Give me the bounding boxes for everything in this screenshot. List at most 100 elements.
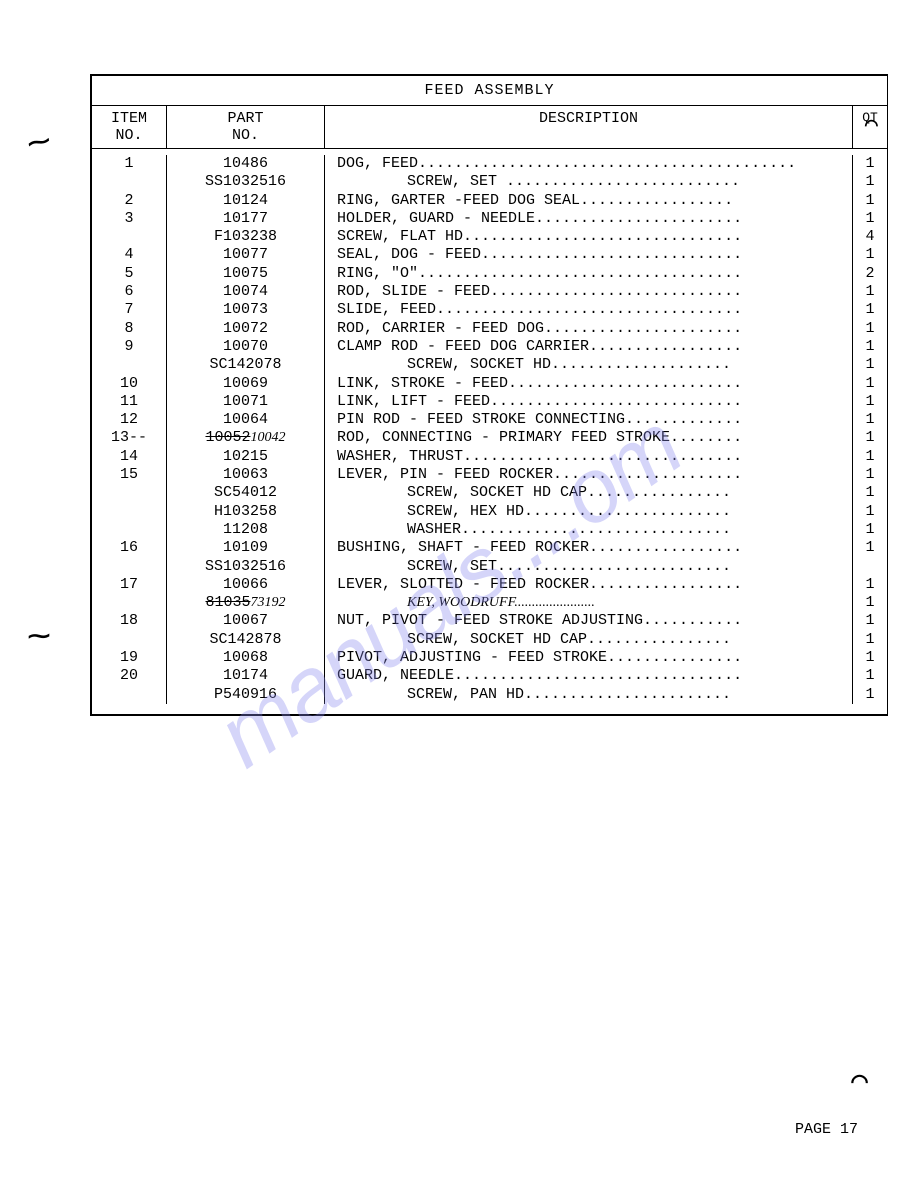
cell-desc: BUSHING, SHAFT - FEED ROCKER............… <box>325 539 853 557</box>
cell-item: 15 <box>92 466 167 484</box>
cell-desc: WASHER.............................. <box>325 521 853 539</box>
cell-desc: SEAL, DOG - FEED........................… <box>325 246 853 264</box>
table-row: 1210064PIN ROD - FEED STROKE CONNECTING.… <box>92 411 887 429</box>
table-row: 1610109BUSHING, SHAFT - FEED ROCKER.....… <box>92 539 887 557</box>
cell-part: SS1032516 <box>167 173 325 191</box>
cell-desc: LEVER, SLOTTED - FEED ROCKER............… <box>325 576 853 594</box>
table-row: 110486DOG, FEED.........................… <box>92 155 887 173</box>
cell-part: 10174 <box>167 667 325 685</box>
cell-part: 10074 <box>167 283 325 301</box>
cell-item: 4 <box>92 246 167 264</box>
cell-desc: PIVOT, ADJUSTING - FEED STROKE..........… <box>325 649 853 667</box>
table-row: 2010174GUARD, NEEDLE....................… <box>92 667 887 685</box>
table-row: SC142078SCREW, SOCKET HD................… <box>92 356 887 374</box>
table-row: 11208WASHER.............................… <box>92 521 887 539</box>
cell-desc: RING, "O"...............................… <box>325 265 853 283</box>
cell-desc: PIN ROD - FEED STROKE CONNECTING........… <box>325 411 853 429</box>
cell-item: 2 <box>92 192 167 210</box>
cell-qty: 1 <box>853 521 887 539</box>
cell-item: 18 <box>92 612 167 630</box>
cell-item: 14 <box>92 448 167 466</box>
cell-desc: NUT, PIVOT - FEED STROKE ADJUSTING......… <box>325 612 853 630</box>
cell-desc: SCREW, HEX HD....................... <box>325 503 853 521</box>
table-row: H103258SCREW, HEX HD....................… <box>92 503 887 521</box>
cell-part: H103258 <box>167 503 325 521</box>
cell-qty: 1 <box>853 411 887 429</box>
cell-qty: 1 <box>853 466 887 484</box>
cell-part: SC54012 <box>167 484 325 502</box>
table-row: SC142878SCREW, SOCKET HD CAP............… <box>92 631 887 649</box>
cell-part: 10073 <box>167 301 325 319</box>
cell-part: 10070 <box>167 338 325 356</box>
table-row: 1010069LINK, STROKE - FEED..............… <box>92 375 887 393</box>
cell-desc: CLAMP ROD - FEED DOG CARRIER............… <box>325 338 853 356</box>
table-row: 810072ROD, CARRIER - FEED DOG...........… <box>92 320 887 338</box>
cell-qty: 1 <box>853 173 887 191</box>
table-row: 710073SLIDE, FEED.......................… <box>92 301 887 319</box>
cell-desc: SCREW, SET .......................... <box>325 173 853 191</box>
table-row: 1810067NUT, PIVOT - FEED STROKE ADJUSTIN… <box>92 612 887 630</box>
cell-item: 13-- <box>92 429 167 447</box>
cell-qty: 1 <box>853 301 887 319</box>
page-number: PAGE 17 <box>795 1121 858 1138</box>
table-row: SC54012SCREW, SOCKET HD CAP.............… <box>92 484 887 502</box>
cell-qty: 1 <box>853 283 887 301</box>
cell-part: SC142878 <box>167 631 325 649</box>
cell-qty: 1 <box>853 448 887 466</box>
cell-qty: 1 <box>853 649 887 667</box>
table-row: 510075RING, "O".........................… <box>92 265 887 283</box>
cell-item <box>92 228 167 246</box>
cell-item <box>92 631 167 649</box>
cell-item <box>92 521 167 539</box>
cell-item: 10 <box>92 375 167 393</box>
cell-desc: RING, GARTER -FEED DOG SEAL.............… <box>325 192 853 210</box>
table-row: 410077SEAL, DOG - FEED..................… <box>92 246 887 264</box>
cell-item <box>92 173 167 191</box>
cell-qty: 1 <box>853 246 887 264</box>
cell-item: 16 <box>92 539 167 557</box>
cell-qty: 1 <box>853 667 887 685</box>
cell-part: F103238 <box>167 228 325 246</box>
cell-part: 10063 <box>167 466 325 484</box>
table-row: 210124RING, GARTER -FEED DOG SEAL.......… <box>92 192 887 210</box>
cell-qty: 1 <box>853 686 887 704</box>
table-row: SS1032516SCREW, SET ....................… <box>92 173 887 191</box>
table-row: SS1032516SCREW, SET.....................… <box>92 558 887 576</box>
cell-desc: SCREW, SOCKET HD CAP................ <box>325 631 853 649</box>
cell-part: 8103573192 <box>167 594 325 612</box>
cell-item <box>92 484 167 502</box>
cell-part: 10215 <box>167 448 325 466</box>
cell-part: 10486 <box>167 155 325 173</box>
cell-qty: 1 <box>853 429 887 447</box>
cell-item <box>92 594 167 612</box>
table-header-row: ITEMNO. PARTNO. DESCRIPTION QT <box>92 106 887 149</box>
cell-desc: HOLDER, GUARD - NEEDLE..................… <box>325 210 853 228</box>
cell-desc: ROD, CARRIER - FEED DOG.................… <box>325 320 853 338</box>
cell-item: 19 <box>92 649 167 667</box>
cell-qty: 1 <box>853 155 887 173</box>
cell-item <box>92 503 167 521</box>
cell-qty: 1 <box>853 503 887 521</box>
cell-part: 10075 <box>167 265 325 283</box>
cell-desc: LINK, LIFT - FEED.......................… <box>325 393 853 411</box>
cell-qty: 1 <box>853 576 887 594</box>
table-row: 910070CLAMP ROD - FEED DOG CARRIER......… <box>92 338 887 356</box>
cell-desc: LINK, STROKE - FEED.....................… <box>325 375 853 393</box>
cell-part: 10177 <box>167 210 325 228</box>
cell-item: 7 <box>92 301 167 319</box>
cell-item: 5 <box>92 265 167 283</box>
header-qty: QT <box>853 106 887 148</box>
cell-part: 10069 <box>167 375 325 393</box>
cell-item: 20 <box>92 667 167 685</box>
cell-part: 10064 <box>167 411 325 429</box>
cell-qty: 2 <box>853 265 887 283</box>
table-row: 1410215WASHER, THRUST...................… <box>92 448 887 466</box>
cell-qty: 4 <box>853 228 887 246</box>
cell-qty: 1 <box>853 356 887 374</box>
header-part: PARTNO. <box>167 106 325 148</box>
cell-qty: 1 <box>853 393 887 411</box>
cell-part: SC142078 <box>167 356 325 374</box>
cell-desc: GUARD, NEEDLE...........................… <box>325 667 853 685</box>
cell-item: 6 <box>92 283 167 301</box>
table-row: 610074ROD, SLIDE - FEED.................… <box>92 283 887 301</box>
